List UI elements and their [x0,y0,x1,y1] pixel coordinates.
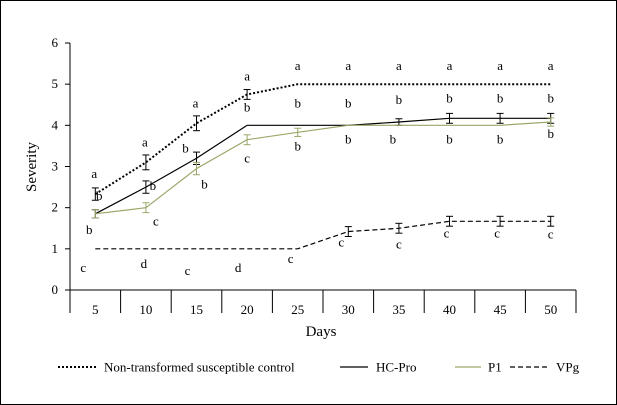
significance-letter-p1: c [244,151,250,166]
significance-letter-p1: b [201,177,208,192]
significance-letter-p1: b [446,131,453,146]
significance-letter-p1: c [153,214,159,229]
significance-letter-vpg: c [80,260,86,275]
significance-letter-hc-pro: b [345,95,352,110]
x-tick-label: 40 [443,302,456,317]
significance-letter-vpg: c [548,226,554,241]
x-tick-label: 30 [342,302,355,317]
significance-letter-hc-pro: b [150,178,157,193]
significance-letter-vpg: c [288,251,294,266]
x-tick-label: 35 [392,302,405,317]
significance-letter-hc-pro: b [182,140,189,155]
significance-letter-non-transformed-susceptible-control: a [548,58,554,73]
significance-letter-p1: b [547,126,554,141]
x-tick-label: 10 [139,302,152,317]
significance-letter-hc-pro: b [294,95,301,110]
significance-letter-hc-pro: b [446,90,453,105]
significance-letter-vpg: c [185,263,191,278]
x-tick-label: 25 [291,302,304,317]
y-tick-label: 0 [52,282,59,297]
x-tick-label: 50 [544,302,557,317]
significance-letter-p1: b [497,131,504,146]
legend-label-hc-pro: HC-Pro [376,360,416,375]
y-tick-label: 3 [52,159,59,174]
legend-label-p1: P1 [488,360,502,375]
significance-letter-hc-pro: b [547,90,554,105]
significance-letter-non-transformed-susceptible-control: a [497,58,503,73]
significance-letter-hc-pro: b [497,90,504,105]
y-tick-label: 4 [52,117,59,132]
significance-letter-vpg: c [396,236,402,251]
significance-letter-vpg: c [444,225,450,240]
series-layer [91,83,555,250]
legend-label-non-transformed-susceptible-control: Non-transformed susceptible control [104,360,295,375]
x-tick-label: 20 [241,302,254,317]
significance-letter-non-transformed-susceptible-control: a [142,134,148,149]
significance-letter-p1: b [345,131,352,146]
significance-letter-hc-pro: b [96,188,103,203]
y-tick-label: 6 [52,35,59,50]
series-line-hc-pro [95,117,551,215]
legend-label-vpg: VPg [556,360,580,375]
significance-letter-p1: b [390,131,397,146]
significance-letter-vpg: d [235,260,242,275]
series-line-vpg [95,220,551,250]
significance-letter-non-transformed-susceptible-control: a [447,58,453,73]
y-tick-label: 5 [52,76,59,91]
significance-letter-p1: b [294,138,301,153]
significance-letter-non-transformed-susceptible-control: a [345,58,351,73]
significance-letter-vpg: d [141,256,148,271]
significance-letter-vpg: c [494,225,500,240]
x-tick-label: 45 [494,302,507,317]
significance-letter-p1: b [86,222,93,237]
significance-letter-non-transformed-susceptible-control: a [193,95,199,110]
significance-letter-non-transformed-susceptible-control: a [295,58,301,73]
significance-letter-hc-pro: b [396,92,403,107]
series-line-p1 [95,121,551,215]
significance-letter-non-transformed-susceptible-control: a [91,166,97,181]
legend: Non-transformed susceptible control HC-Pr… [58,360,580,375]
x-tick-label: 15 [190,302,203,317]
x-axis-title: Days [306,324,337,340]
y-axis-title: Severity [24,142,40,192]
significance-letter-vpg: c [338,235,344,250]
significance-letter-non-transformed-susceptible-control: a [244,69,250,84]
significance-letter-hc-pro: b [244,99,251,114]
x-tick-label: 5 [92,302,99,317]
y-tick-label: 1 [52,241,59,256]
significance-letter-non-transformed-susceptible-control: a [396,58,402,73]
y-tick-label: 2 [52,200,59,215]
